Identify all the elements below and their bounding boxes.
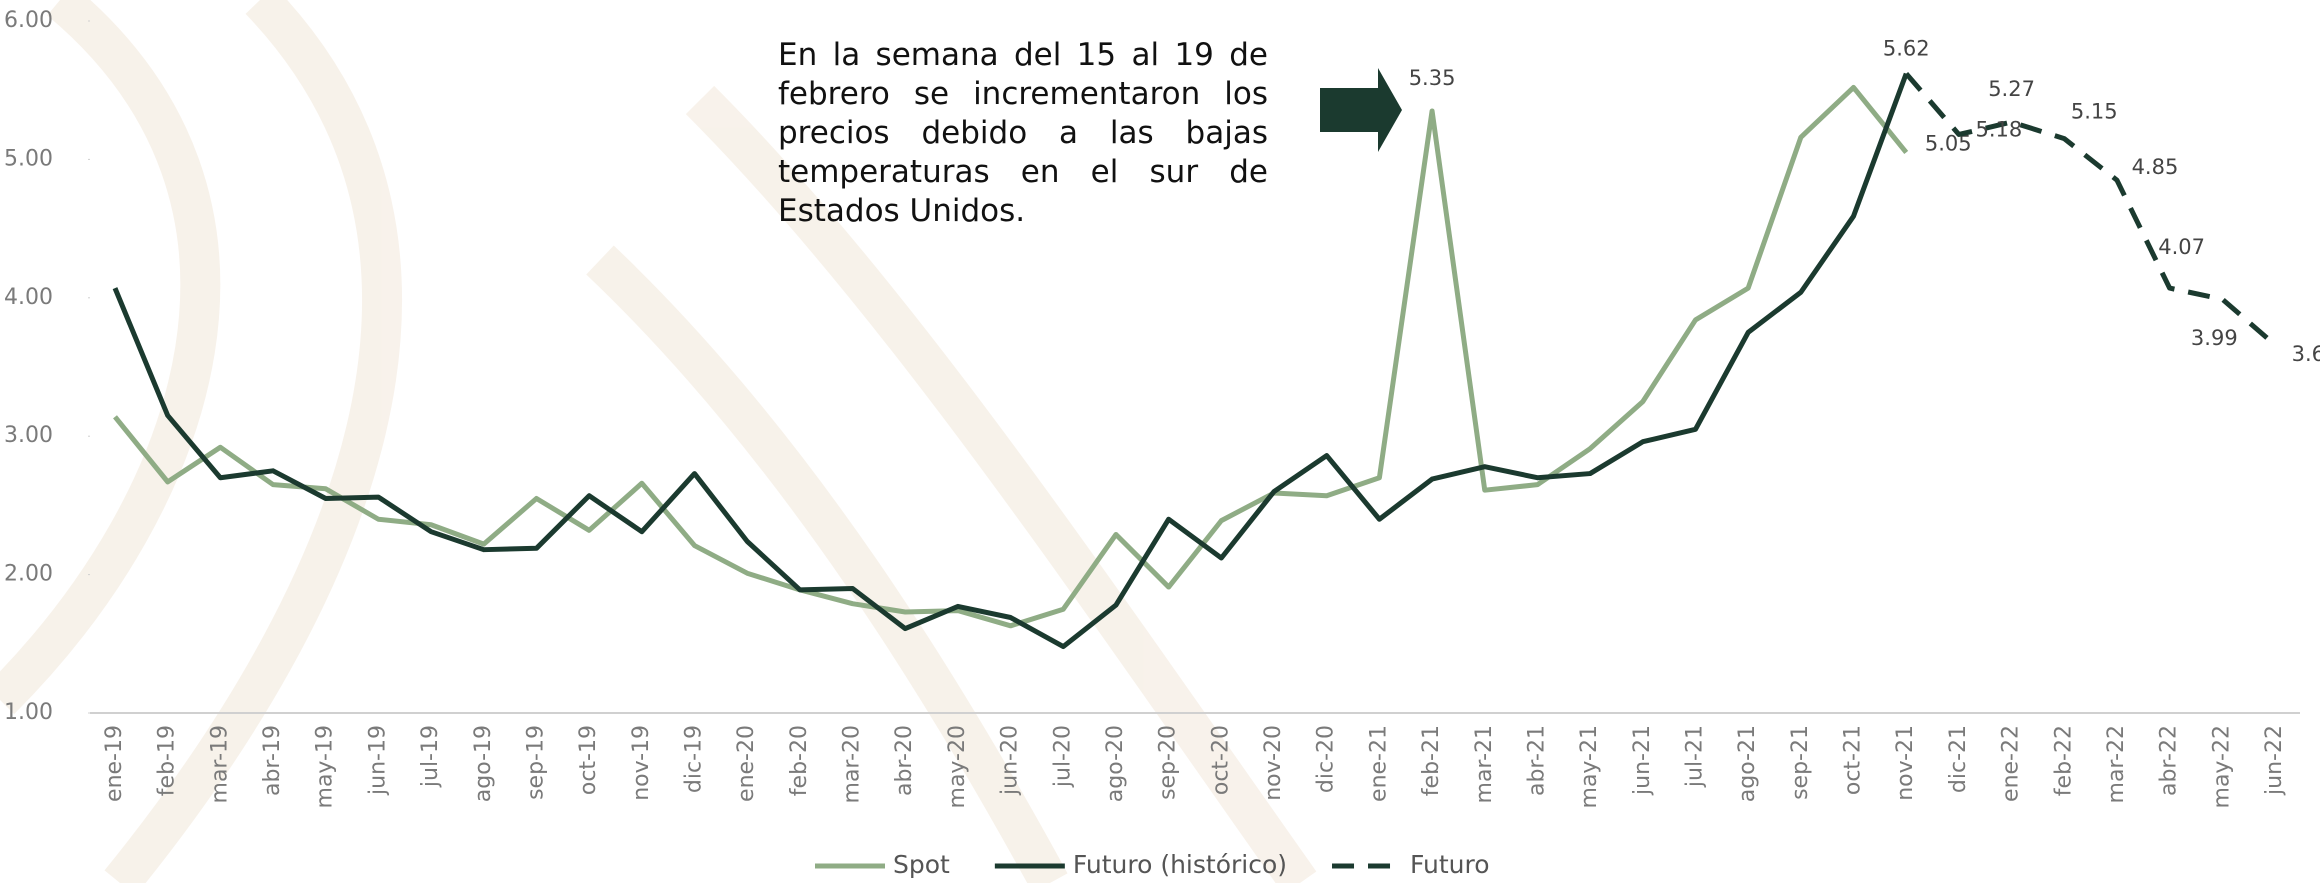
x-tick-label: jun-22 [2262,725,2287,796]
x-tick-label: abr-19 [260,725,285,796]
chart-container: 1.00 2.00 3.00 4.00 5.00 6.00 ene-19 feb-19 mar-… [0,0,2320,883]
x-tick-label: sep-19 [523,725,548,800]
x-tick-label: jul-19 [418,725,443,788]
x-tick-label: dic-21 [1946,725,1971,793]
x-tick-label: feb-22 [2051,725,2076,796]
x-tick-label: may-21 [1577,725,1602,808]
page: 1.00 2.00 3.00 4.00 5.00 6.00 ene-19 feb-19 mar-… [0,0,2320,883]
x-tick-label: may-22 [2209,725,2234,808]
data-label: 5.15 [2071,100,2118,124]
x-tick-label: nov-21 [1893,725,1918,801]
x-tick-label: abr-21 [1524,725,1549,796]
x-tick-label: sep-21 [1788,725,1813,800]
x-tick-label: abr-20 [892,725,917,796]
y-tick-label: 2.00 [4,562,53,587]
y-tick-label: 5.00 [4,146,53,171]
x-tick-label: mar-22 [2104,725,2129,803]
x-tick-label: ene-20 [734,725,759,802]
data-label: 4.85 [2132,155,2179,179]
x-tick-label: abr-22 [2157,725,2182,796]
x-tick-label: nov-20 [1261,725,1286,801]
x-tick-label: feb-21 [1419,725,1444,796]
x-tick-label: jun-21 [1630,725,1655,796]
x-tick-label: sep-20 [1156,725,1181,800]
x-tick-label: ene-21 [1366,725,1391,802]
x-tick-label: oct-19 [576,725,601,795]
x-tick-label: dic-20 [1314,725,1339,793]
data-label: 5.18 [1976,117,2023,141]
y-tick-label: 4.00 [4,285,53,310]
data-label: 3.99 [2191,326,2238,350]
x-tick-label: oct-20 [1208,725,1233,795]
legend-label: Spot [893,850,950,879]
x-tick-label: may-19 [313,725,338,808]
legend-label: Futuro [1410,850,1490,879]
x-tick-label: mar-20 [840,725,865,803]
arrow [1320,68,1402,152]
x-tick-label: jun-20 [998,725,1023,796]
x-tick-label: mar-19 [207,725,232,803]
bg-swirl [0,0,200,700]
bg-swirl [600,260,1050,883]
data-label: 3.66 [2292,342,2320,366]
data-label: 5.62 [1883,37,1930,61]
x-tick-label: mar-21 [1472,725,1497,803]
legend-label: Futuro (histórico) [1073,850,1287,879]
x-tick-label: jul-20 [1050,725,1075,788]
data-label: 4.07 [2158,235,2205,259]
x-tick-label: feb-19 [155,725,180,796]
data-label: 5.27 [1988,77,2035,101]
x-tick-label: ene-22 [1999,725,2024,802]
x-tick-label: ago-21 [1735,725,1760,802]
annotation: En la semana del 15 al 19 de febrero se … [778,36,1268,231]
x-tick-label: jul-21 [1682,725,1707,788]
x-tick-label: ago-19 [471,725,496,802]
x-tick-label: ago-20 [1103,725,1128,802]
x-tick-label: may-20 [945,725,970,808]
x-tick-label: nov-19 [629,725,654,801]
x-tick-label: oct-21 [1841,725,1866,795]
data-label: 5.35 [1409,66,1456,90]
x-tick-label: feb-20 [787,725,812,796]
y-tick-label: 1.00 [4,700,53,725]
y-tick-label: 3.00 [4,423,53,448]
x-tick-label: dic-19 [682,725,707,793]
y-tick-label: 6.00 [4,8,53,33]
x-tick-label: ene-19 [102,725,127,802]
x-tick-label: jun-19 [365,725,390,796]
